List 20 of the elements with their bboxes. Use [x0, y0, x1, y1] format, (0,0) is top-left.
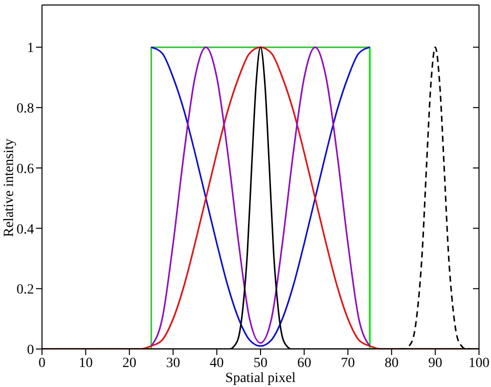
- x-tick-label: 90: [428, 356, 442, 371]
- x-tick-label: 60: [297, 356, 312, 371]
- y-tick-label: 0.4: [16, 222, 34, 238]
- x-tick-label: 70: [340, 356, 355, 371]
- y-tick-label: 0: [27, 342, 34, 358]
- x-tick-label: 80: [384, 356, 399, 371]
- x-tick-label: 20: [122, 356, 136, 371]
- y-tick-label: 0.8: [16, 102, 34, 117]
- x-tick-label: 100: [468, 356, 490, 371]
- y-tick-label: 1: [27, 41, 34, 56]
- x-tick-label: 40: [210, 356, 224, 371]
- y-tick-label: 0.2: [16, 282, 34, 298]
- x-tick-label: 50: [254, 356, 268, 371]
- x-axis-title: Spatial pixel: [225, 371, 296, 386]
- x-tick-label: 30: [166, 356, 180, 371]
- x-tick-label: 10: [78, 356, 93, 371]
- line-series: [150, 46, 370, 347]
- x-tick-label: 0: [38, 356, 46, 371]
- y-axis-title: Relative intensity: [2, 138, 17, 237]
- y-tick-label: 0.6: [16, 162, 34, 177]
